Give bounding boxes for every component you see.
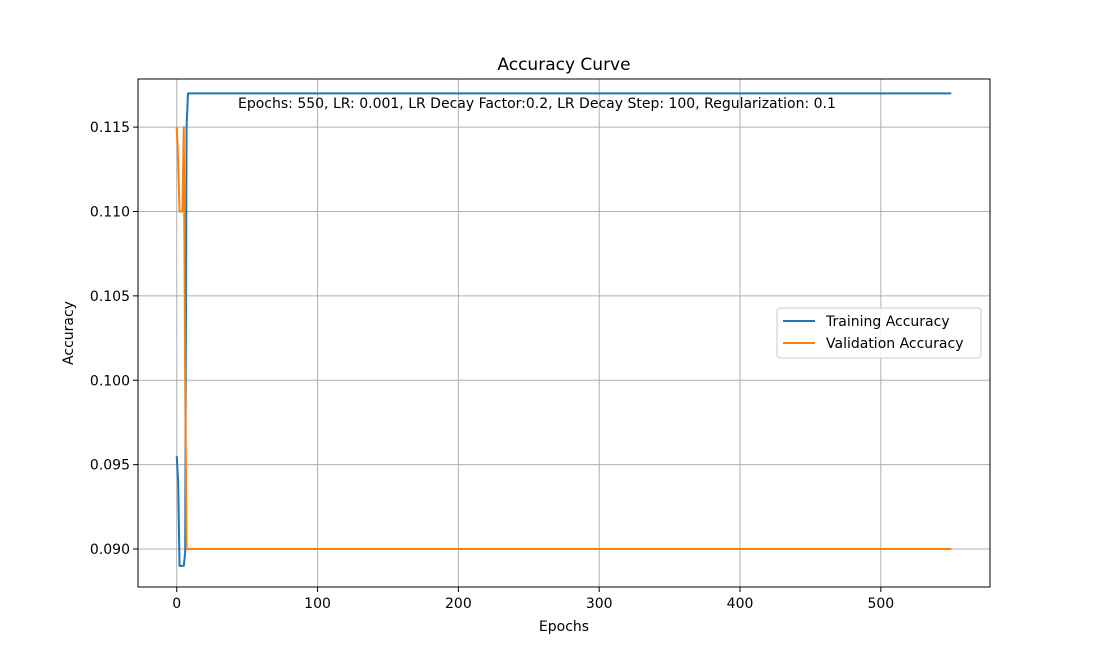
x-tick-label: 400 xyxy=(727,596,754,612)
x-tick-label: 100 xyxy=(304,596,331,612)
hyperparameter-annotation: Epochs: 550, LR: 0.001, LR Decay Factor:… xyxy=(238,96,836,112)
x-tick-label: 300 xyxy=(586,596,613,612)
training-accuracy-line xyxy=(175,92,952,567)
y-tick-label: 0.110 xyxy=(90,204,130,220)
x-tick-label: 200 xyxy=(445,596,472,612)
y-tick-label: 0.090 xyxy=(90,542,130,558)
y-axis-label: Accuracy xyxy=(61,301,77,365)
y-axis: 0.090 0.095 0.100 0.105 0.110 0.115 xyxy=(90,120,138,558)
legend-label-validation: Validation Accuracy xyxy=(826,336,964,352)
legend-label-training: Training Accuracy xyxy=(825,314,950,330)
validation-accuracy-line xyxy=(175,126,952,551)
x-axis-label: Epochs xyxy=(539,619,589,635)
y-tick-label: 0.115 xyxy=(90,120,130,136)
chart-title: Accuracy Curve xyxy=(497,55,630,75)
series-layer xyxy=(175,92,952,567)
plot-area-frame xyxy=(137,78,991,588)
legend-box xyxy=(776,307,982,359)
x-tick-label: 0 xyxy=(172,596,181,612)
y-tick-label: 0.105 xyxy=(90,289,130,305)
y-tick-label: 0.095 xyxy=(90,458,130,474)
x-axis: 0 100 200 300 400 500 xyxy=(172,587,894,612)
x-tick-label: 500 xyxy=(867,596,894,612)
y-tick-label: 0.100 xyxy=(90,373,130,389)
legend: Training Accuracy Validation Accuracy xyxy=(776,307,982,359)
